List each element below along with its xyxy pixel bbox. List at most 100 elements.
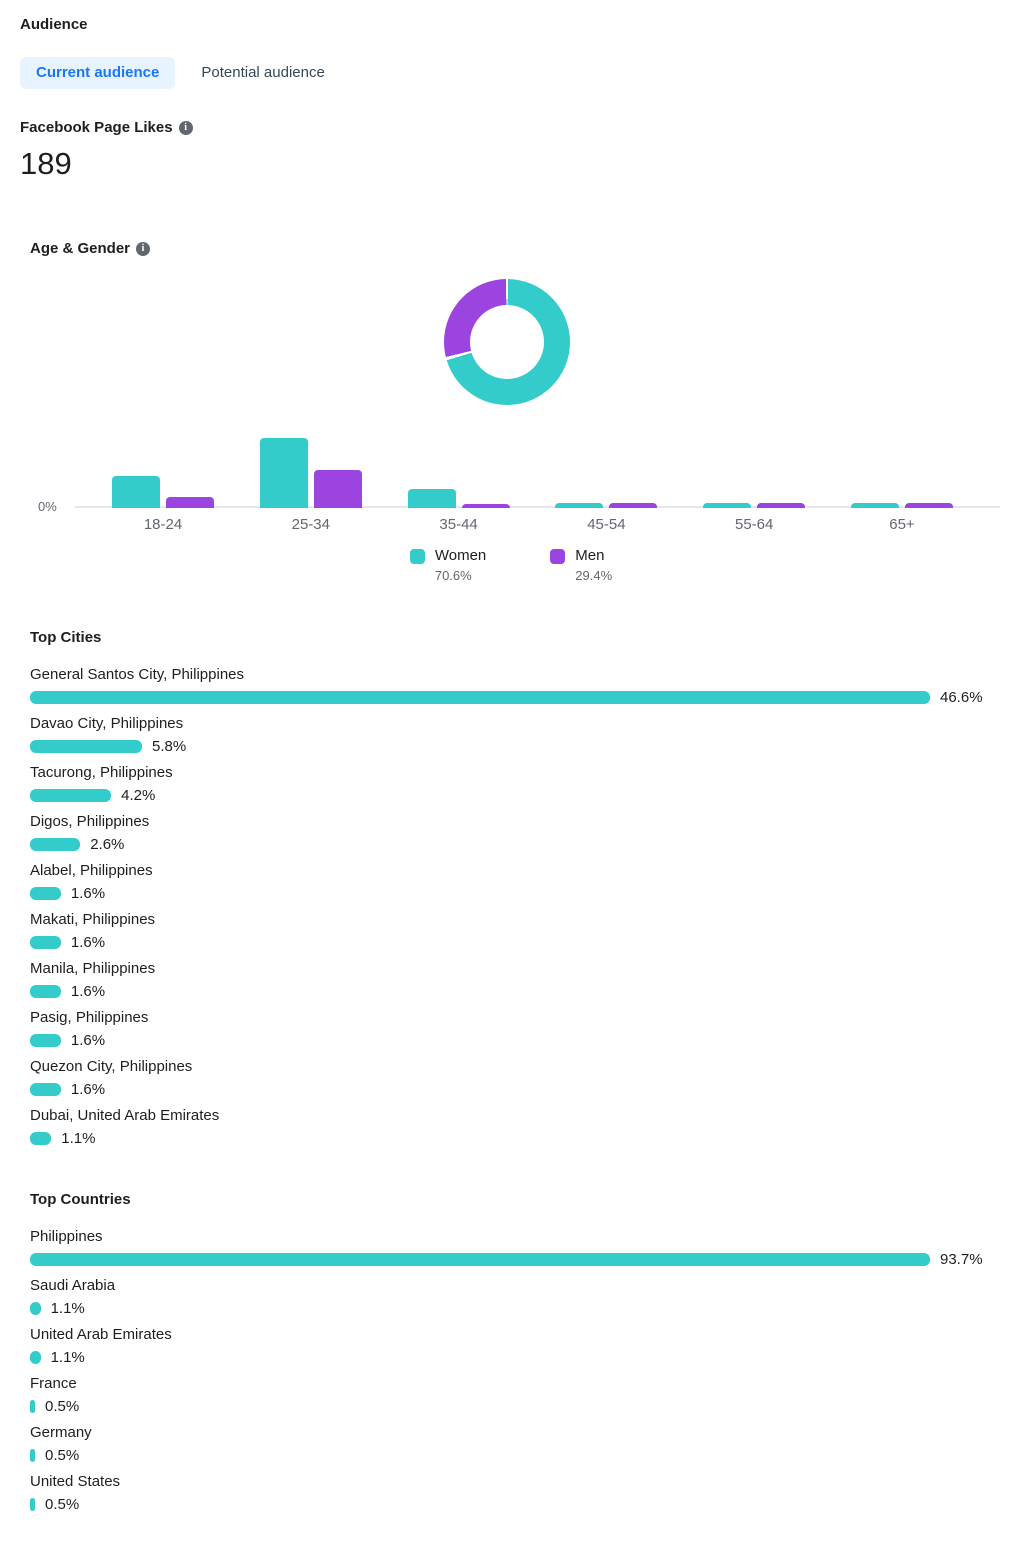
- country-bar: [30, 1400, 35, 1413]
- age-tick-label: 45-54: [587, 516, 626, 533]
- city-row: Davao City, Philippines 5.8%: [30, 715, 1000, 755]
- info-icon[interactable]: i: [178, 120, 193, 135]
- country-row: Germany 0.5%: [30, 1424, 1000, 1464]
- city-label: Quezon City, Philippines: [30, 1058, 193, 1075]
- city-row: Dubai, United Arab Emirates 1.1%: [30, 1107, 1000, 1147]
- country-label: Philippines: [30, 1228, 103, 1245]
- country-bar: [30, 1498, 35, 1511]
- age-tick-label: 55-64: [735, 516, 774, 533]
- city-label: Alabel, Philippines: [30, 862, 153, 879]
- country-row: United Arab Emirates 1.1%: [30, 1326, 1000, 1366]
- city-percent: 1.1%: [61, 1130, 96, 1147]
- section-title-top-countries: Top Countries: [30, 1191, 131, 1208]
- country-label: Germany: [30, 1424, 92, 1441]
- city-bar: [30, 1034, 61, 1047]
- age-group-55-64: 55-64: [702, 407, 806, 533]
- men-bar-45-54: [609, 503, 658, 508]
- page-likes-metric: Facebook Page Likes i 189: [20, 119, 1000, 182]
- metric-value: 189: [20, 146, 72, 181]
- city-percent: 1.6%: [70, 1081, 106, 1098]
- city-percent: 1.6%: [70, 934, 106, 951]
- metric-label: Facebook Page Likes: [20, 119, 173, 136]
- men-bar-35-44: [461, 504, 510, 508]
- legend-men-label: Men: [575, 547, 605, 564]
- country-bar: [30, 1351, 41, 1364]
- gender-legend: Women 70.6% Men 29.4%: [22, 547, 1000, 583]
- city-label: Dubai, United Arab Emirates: [30, 1107, 220, 1124]
- country-row: Philippines 93.7%: [30, 1228, 1000, 1268]
- audience-tabs: Current audience Potential audience: [20, 57, 1000, 89]
- age-tick-label: 18-24: [143, 516, 183, 533]
- country-bar: [30, 1302, 41, 1315]
- city-label: Davao City, Philippines: [30, 715, 184, 732]
- women-bar-18-24: [112, 476, 160, 508]
- women-bar-65+: [850, 503, 899, 508]
- city-percent: 4.2%: [121, 787, 156, 804]
- men-swatch: [550, 549, 566, 564]
- y-axis-zero-label: 0%: [38, 499, 57, 514]
- men-bar-55-64: [757, 503, 806, 508]
- women-bar-25-34: [259, 438, 308, 508]
- city-row: Pasig, Philippines 1.6%: [30, 1009, 1000, 1049]
- age-group-65+: 65+: [850, 407, 954, 533]
- city-label: Tacurong, Philippines: [30, 764, 173, 781]
- city-row: Makati, Philippines 1.6%: [30, 911, 1000, 951]
- page-title: Audience: [20, 16, 88, 33]
- legend-item-men: Men 29.4%: [550, 547, 612, 583]
- country-percent: 0.5%: [45, 1447, 80, 1464]
- age-gender-bar-chart: 0% 18-24 25-34 35-44 45-54 55-64 65+: [30, 407, 1000, 533]
- country-label: United Arab Emirates: [30, 1326, 172, 1343]
- city-label: Manila, Philippines: [30, 960, 156, 977]
- gender-donut-chart: [444, 279, 570, 405]
- country-row: France 0.5%: [30, 1375, 1000, 1415]
- info-icon[interactable]: i: [136, 241, 151, 256]
- section-title-age-gender: Age & Gender: [30, 240, 131, 257]
- country-row: Saudi Arabia 1.1%: [30, 1277, 1000, 1317]
- city-bar: [30, 936, 61, 949]
- women-swatch: [409, 549, 425, 564]
- x-axis-line: [75, 506, 1000, 508]
- country-bar: [30, 1449, 35, 1462]
- city-row: Manila, Philippines 1.6%: [30, 960, 1000, 1000]
- section-title-top-cities: Top Cities: [30, 629, 102, 646]
- top-cities-section: Top Cities General Santos City, Philippi…: [30, 629, 1000, 1147]
- country-label: United States: [30, 1473, 121, 1490]
- tab-potential-audience[interactable]: Potential audience: [185, 57, 340, 89]
- city-label: Digos, Philippines: [30, 813, 150, 830]
- country-label: France: [30, 1375, 77, 1392]
- city-bar: [30, 838, 81, 851]
- men-bar-18-24: [166, 497, 214, 508]
- women-bar-55-64: [703, 503, 752, 508]
- men-bar-25-34: [313, 470, 362, 508]
- age-gender-section: Age & Gender i 0% 18-24 25-34 35-44 45-54 55…: [30, 240, 1000, 583]
- top-cities-list: General Santos City, Philippines 46.6% Dav…: [30, 666, 1000, 1147]
- city-bar: [30, 1083, 61, 1096]
- city-bar: [30, 691, 930, 704]
- city-row: Alabel, Philippines 1.6%: [30, 862, 1000, 902]
- city-row: Digos, Philippines 2.6%: [30, 813, 1000, 853]
- donut-hole: [470, 305, 544, 379]
- age-tick-label: 25-34: [291, 516, 330, 533]
- city-label: Pasig, Philippines: [30, 1009, 149, 1026]
- city-bar: [30, 1132, 52, 1145]
- legend-item-women: Women 70.6%: [409, 547, 487, 583]
- women-bar-45-54: [555, 503, 604, 508]
- city-percent: 1.6%: [70, 983, 106, 1000]
- country-row: United States 0.5%: [30, 1473, 1000, 1513]
- legend-women-label: Women: [434, 547, 487, 564]
- city-percent: 1.6%: [70, 1032, 106, 1049]
- age-tick-label: 35-44: [439, 516, 478, 533]
- city-bar: [30, 789, 112, 802]
- city-bar: [30, 985, 61, 998]
- age-group-18-24: 18-24: [111, 407, 215, 533]
- country-percent: 0.5%: [45, 1398, 80, 1415]
- country-percent: 1.1%: [50, 1300, 85, 1317]
- city-row: Quezon City, Philippines 1.6%: [30, 1058, 1000, 1098]
- city-label: General Santos City, Philippines: [30, 666, 244, 683]
- tab-current-audience[interactable]: Current audience: [20, 57, 176, 89]
- city-bar: [30, 740, 143, 753]
- country-percent: 93.7%: [940, 1251, 983, 1268]
- city-label: Makati, Philippines: [30, 911, 156, 928]
- city-percent: 5.8%: [152, 738, 187, 755]
